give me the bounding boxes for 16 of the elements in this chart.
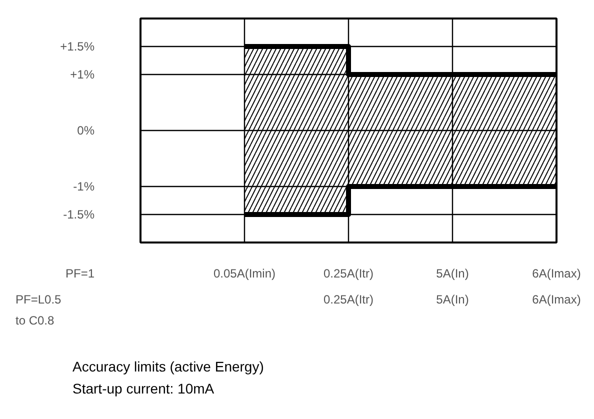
y-tick-label: +1%: [70, 68, 95, 82]
text: PF=1: [66, 266, 95, 280]
y-tick-label: 0%: [77, 124, 95, 138]
text: 5A(In): [436, 292, 469, 306]
text: Accuracy limits (active Energy): [72, 358, 264, 374]
text: 0.25A(Itr): [323, 292, 374, 306]
text: PF=L0.5 to C0.8: [16, 292, 62, 328]
text: 6A(Imax): [532, 292, 581, 306]
x-tick-label: 0.05A(Imin): [213, 266, 276, 280]
x-tick-label: 6A(Imax): [532, 266, 581, 280]
y-tick-label: -1.5%: [63, 208, 95, 222]
x-tick-label: 5A(In): [436, 266, 469, 280]
y-tick-label: +1.5%: [60, 40, 95, 54]
text: Start-up current: 10mA: [72, 380, 215, 396]
x-tick-label: 0.25A(Itr): [323, 266, 374, 280]
y-tick-label: -1%: [73, 180, 95, 194]
